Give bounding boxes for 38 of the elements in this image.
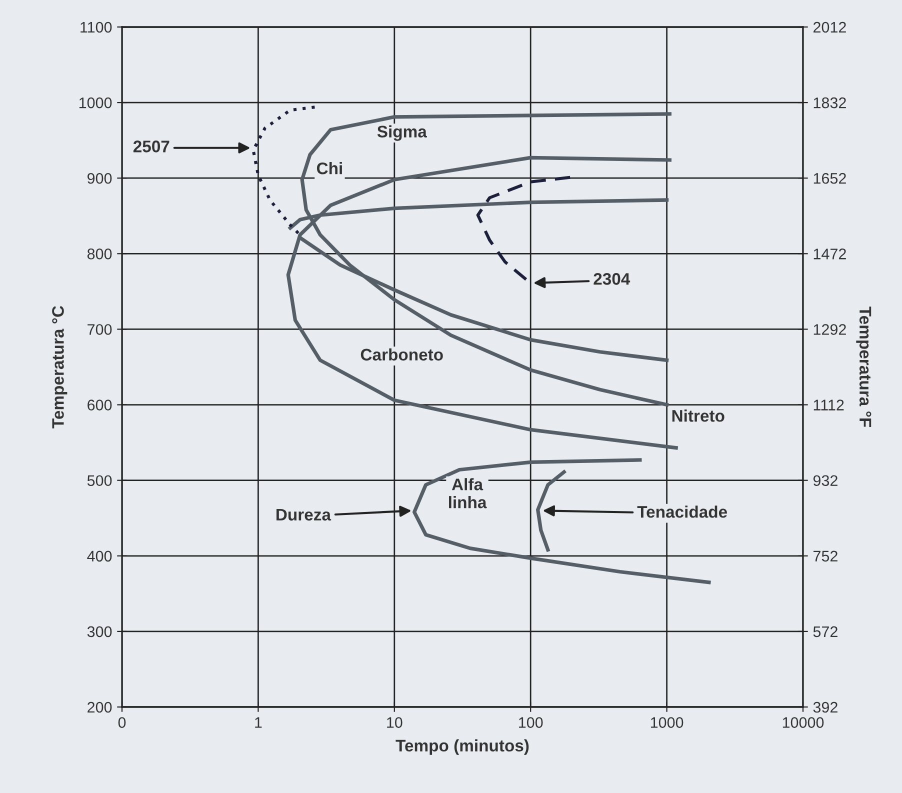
annotation: 2304 xyxy=(594,273,630,285)
annotation: Tenacidade xyxy=(637,506,728,518)
x-tick-label: 10000 xyxy=(782,717,824,728)
y-tick-label: 900 xyxy=(88,172,112,184)
y2-tick-label: 1832 xyxy=(814,97,846,108)
y2-tick-label: 1472 xyxy=(814,248,846,260)
y-tick-label: 1000 xyxy=(79,97,112,108)
y2-tick-label: 932 xyxy=(813,475,838,486)
x-axis-title: Tempo (minutos) xyxy=(396,739,529,755)
y2-tick-label: 1652 xyxy=(814,172,846,184)
y2-tick-label: 1112 xyxy=(814,400,844,410)
y-tick-label: 1100 xyxy=(80,22,112,33)
annotation: 2507 xyxy=(133,140,170,152)
y-axis-title: Temperatura °C xyxy=(52,306,68,428)
y2-tick-label: 392 xyxy=(813,702,838,713)
annotation: Nitreto xyxy=(672,410,724,422)
x-tick-label: 0 xyxy=(118,717,126,728)
y-tick-label: 600 xyxy=(88,400,112,410)
annotation: Carboneto xyxy=(360,348,443,361)
y-tick-label: 400 xyxy=(87,550,112,562)
y2-axis-title: Temperatura °F xyxy=(856,306,872,427)
y-tick-label: 700 xyxy=(88,324,112,335)
y2-tick-label: 2012 xyxy=(813,22,846,33)
annotation: Alfa linha xyxy=(448,478,487,508)
annotation: Dureza xyxy=(276,508,332,521)
y-tick-label: 200 xyxy=(88,702,112,713)
y2-tick-label: 752 xyxy=(814,550,838,562)
x-tick-label: 1000 xyxy=(650,717,684,728)
y-tick-label: 300 xyxy=(87,626,112,638)
y2-tick-label: 572 xyxy=(813,626,838,638)
y-tick-label: 800 xyxy=(87,248,112,260)
x-tick-label: 1 xyxy=(255,717,262,728)
annotation: Chi xyxy=(316,162,342,174)
y2-tick-label: 1292 xyxy=(814,324,846,335)
x-tick-label: 100 xyxy=(519,717,543,728)
annotation: Sigma xyxy=(377,125,428,141)
y-tick-label: 500 xyxy=(87,475,112,486)
x-tick-label: 10 xyxy=(387,717,402,728)
